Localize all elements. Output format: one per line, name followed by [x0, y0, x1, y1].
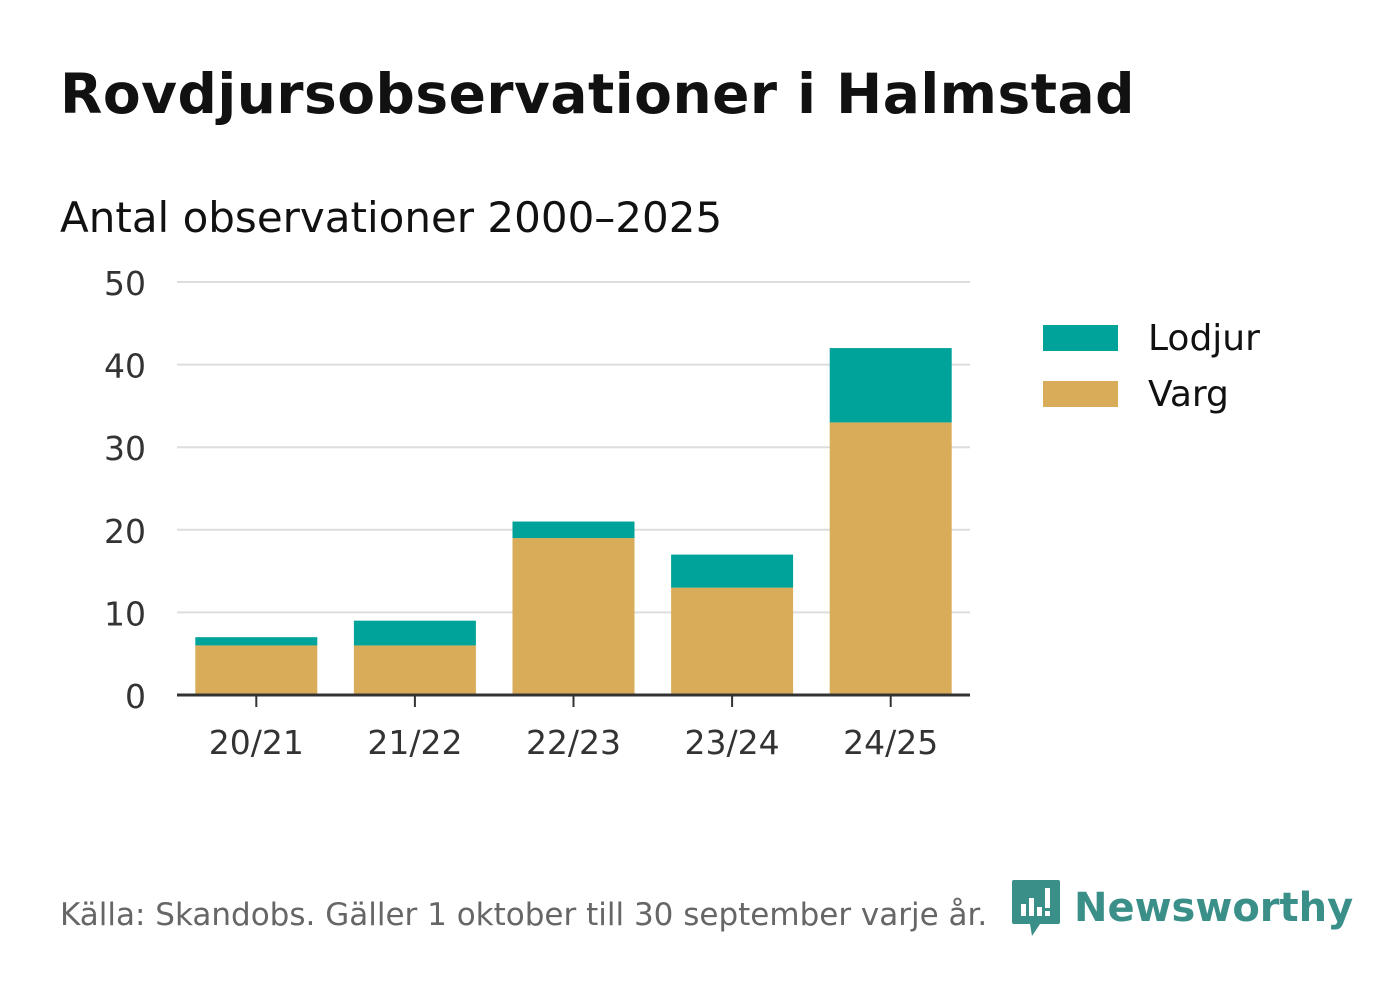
legend-swatch-varg: [1043, 381, 1118, 407]
legend-label-varg: Varg: [1148, 374, 1229, 415]
y-tick-label: 40: [104, 347, 146, 386]
newsworthy-logo-icon: [1012, 880, 1060, 936]
legend-swatch-lodjur: [1043, 325, 1118, 351]
bar-varg-21-22: [353, 645, 476, 695]
bar-lodjur-20-21: [195, 637, 318, 646]
chart-subtitle: Antal observationer 2000–2025: [60, 193, 723, 242]
y-tick-label: 50: [104, 264, 146, 303]
bar-varg-24-25: [829, 422, 952, 695]
x-tick-label: 22/23: [526, 723, 621, 762]
legend-label-lodjur: Lodjur: [1148, 318, 1260, 359]
bar-varg-20-21: [195, 645, 318, 695]
bar-lodjur-24-25: [829, 348, 952, 423]
bar-varg-22-23: [512, 538, 635, 695]
x-tick-label: 24/25: [843, 723, 938, 762]
y-tick-label: 10: [104, 594, 146, 633]
y-tick-label: 0: [125, 677, 146, 716]
bar-lodjur-21-22: [353, 620, 476, 646]
x-tick-label: 21/22: [367, 723, 462, 762]
brand-logo: Newsworthy: [1010, 878, 1353, 938]
legend: Lodjur Varg: [1043, 318, 1260, 415]
x-tick-label: 23/24: [685, 723, 780, 762]
bar-chart: 0 10 20 30 40 50 20/21 21/22 22/23 23/24 24/25 Lo…: [104, 264, 1260, 762]
x-axis-ticks: 20/21 21/22 22/23 23/24 24/25: [209, 695, 938, 762]
x-tick-label: 20/21: [209, 723, 304, 762]
brand-name: Newsworthy: [1074, 885, 1354, 931]
bar-varg-23-24: [671, 587, 794, 695]
source-note: Källa: Skandobs. Gäller 1 oktober till 3…: [60, 897, 988, 933]
bars: [195, 348, 952, 695]
bar-lodjur-23-24: [671, 554, 794, 588]
chart-title: Rovdjursobservationer i Halmstad: [60, 62, 1135, 126]
y-axis-ticks: 0 10 20 30 40 50: [104, 264, 146, 716]
bar-lodjur-22-23: [512, 521, 635, 539]
y-tick-label: 20: [104, 512, 146, 551]
y-tick-label: 30: [104, 429, 146, 468]
